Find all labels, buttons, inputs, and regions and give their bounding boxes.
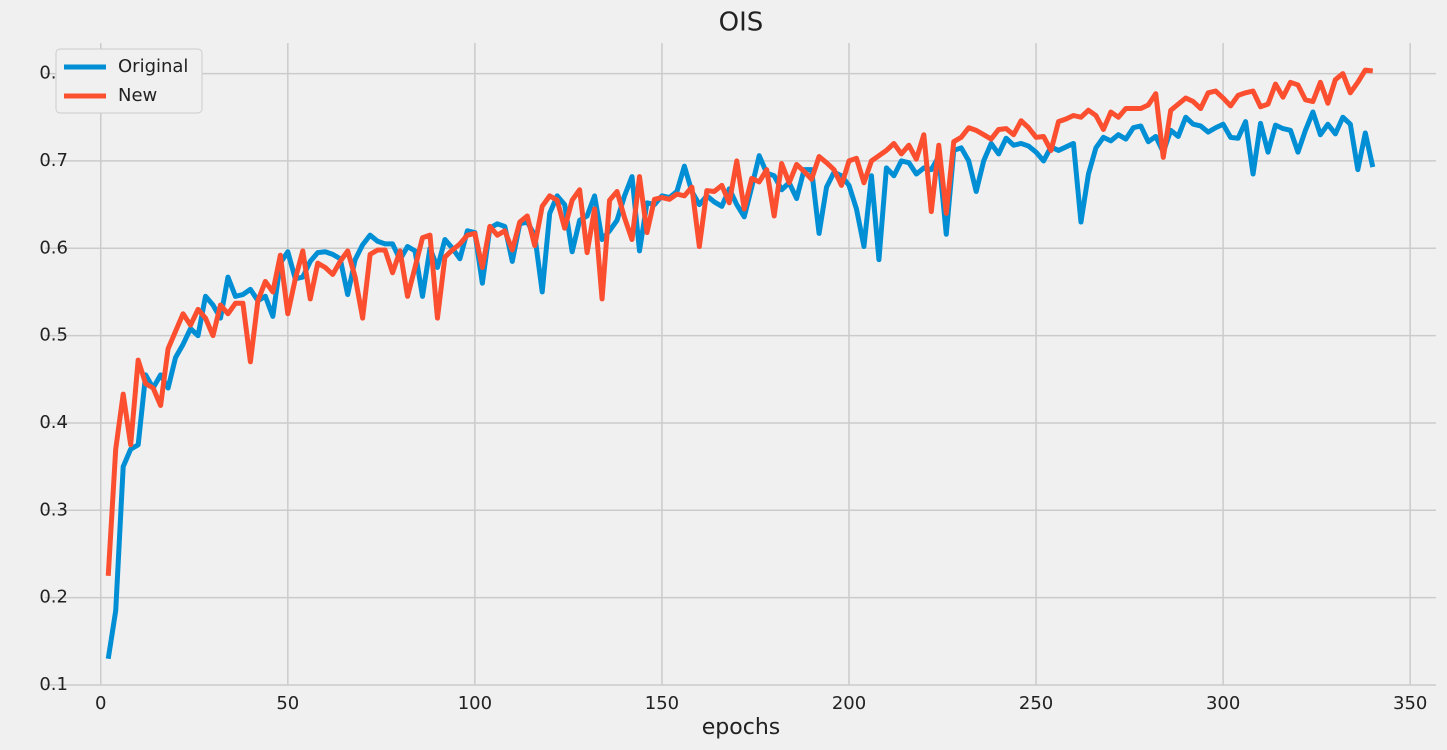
x-tick-label: 350 bbox=[1393, 693, 1427, 714]
x-tick-label: 0 bbox=[95, 693, 106, 714]
x-axis-label: epochs bbox=[702, 715, 780, 740]
x-tick-label: 50 bbox=[276, 693, 299, 714]
legend-label: Original bbox=[118, 56, 188, 77]
y-tick-label: 0.1 bbox=[39, 674, 68, 695]
x-tick-label: 250 bbox=[1019, 693, 1053, 714]
legend: Original New bbox=[55, 48, 203, 114]
y-tick-label: 0.6 bbox=[39, 237, 68, 258]
y-tick-label: 0.2 bbox=[39, 587, 68, 608]
x-tick-label: 200 bbox=[832, 693, 866, 714]
line bbox=[105, 67, 1374, 576]
y-tick-label: 0.7 bbox=[39, 150, 68, 171]
x-tick-label: 100 bbox=[458, 693, 492, 714]
x-tick-label: 150 bbox=[645, 693, 679, 714]
chart-title: OIS bbox=[719, 8, 764, 38]
y-tick-label: 0.5 bbox=[39, 325, 68, 346]
y-tick-label: 0.4 bbox=[39, 412, 68, 433]
y-tick-label: 0.3 bbox=[39, 499, 68, 520]
x-tick-label: 300 bbox=[1206, 693, 1240, 714]
legend-label: New bbox=[118, 85, 157, 106]
